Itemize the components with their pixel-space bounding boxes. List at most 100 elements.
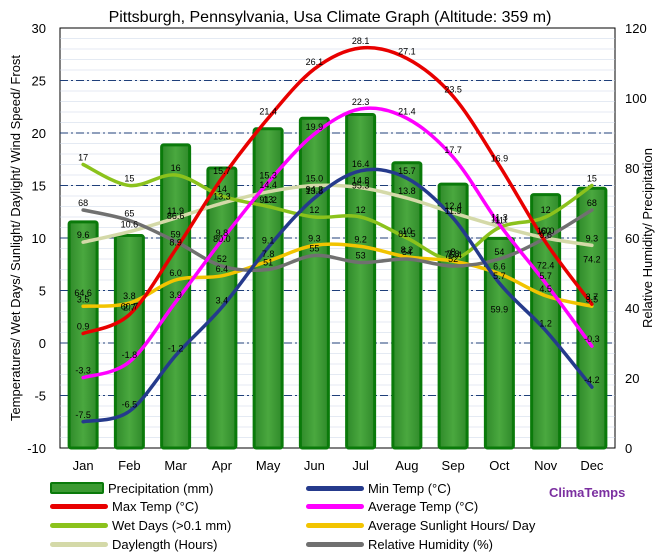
data-label: 19.9 [306, 122, 324, 132]
data-label: 6.0 [169, 268, 182, 278]
right-axis-ticks: 0 20 40 60 80 100 120 [625, 21, 647, 456]
data-label: 3.5 [586, 294, 599, 304]
legend-swatch [306, 503, 364, 509]
legend-item-min-temp: Min Temp (°C) [306, 478, 451, 498]
data-label: 72.4 [537, 261, 555, 271]
precipitation-bar [345, 112, 377, 450]
legend-item-sunlight: Average Sunlight Hours/ Day [306, 515, 535, 535]
data-label: 53 [356, 251, 366, 261]
right-tick-label: 100 [625, 91, 647, 106]
data-label: 5.7 [493, 271, 506, 281]
data-label: 11.9 [167, 206, 184, 216]
legend-label: Average Sunlight Hours/ Day [368, 517, 536, 533]
series-lines [81, 45, 594, 424]
data-label: -0.3 [584, 334, 600, 344]
data-label: 8.2 [401, 245, 414, 255]
legend-label: Daylength (Hours) [112, 536, 218, 552]
x-tick-label: Sep [442, 458, 465, 473]
data-label: 21.4 [259, 106, 277, 116]
data-label: 13.8 [398, 186, 416, 196]
data-label: 9.2 [354, 234, 367, 244]
data-label: 5.7 [539, 271, 552, 281]
data-label: 68 [78, 198, 88, 208]
data-label: 9.1 [262, 235, 275, 245]
legend-item-average-temp: Average Temp (°C) [306, 496, 478, 516]
data-label: 4.5 [539, 284, 552, 294]
left-tick-label: 30 [32, 21, 46, 36]
right-tick-label: 40 [625, 301, 639, 316]
data-label: 28.1 [352, 36, 370, 46]
data-label: 59.9 [491, 304, 509, 314]
left-tick-label: -10 [27, 441, 46, 456]
right-tick-label: 20 [625, 371, 639, 386]
data-label: 11.1 [491, 214, 508, 224]
precipitation-bar [298, 116, 330, 450]
left-axis-ticks: -10 -5 0 5 10 15 20 25 30 [27, 21, 46, 456]
series-line [81, 242, 594, 308]
data-label: 10 [402, 226, 412, 236]
data-label: 65 [124, 209, 134, 219]
data-label: -1.8 [122, 350, 138, 360]
data-label: 15 [124, 174, 134, 184]
precipitation-bar [437, 182, 469, 450]
data-labels: 64.660.786.680.091.294.2 95.381.575.459.9… [74, 36, 600, 420]
precipitation-bar [391, 161, 423, 450]
data-label: 26.1 [306, 57, 324, 67]
precipitation-bar [530, 193, 562, 450]
data-label: 68 [587, 198, 597, 208]
left-tick-label: 0 [39, 336, 46, 351]
data-label: 86.6 [167, 211, 185, 221]
x-tick-label: Jan [73, 458, 94, 473]
data-label: 9.8 [216, 228, 229, 238]
data-label: 21.4 [398, 106, 416, 116]
data-label: -3.3 [75, 366, 91, 376]
data-label: 12.4 [444, 201, 462, 211]
right-tick-label: 80 [625, 161, 639, 176]
data-label: -1.2 [168, 344, 184, 354]
data-label: 60 [541, 226, 551, 236]
data-label: -4.2 [584, 375, 600, 385]
data-label: 16.4 [352, 159, 370, 169]
data-label: -7.5 [75, 410, 91, 420]
legend-item-humidity: Relative Humidity (%) [306, 534, 493, 554]
left-tick-label: 20 [32, 126, 46, 141]
legend: Precipitation (mm) Min Temp (°C) Max Tem… [0, 476, 661, 558]
data-label: 0.9 [77, 322, 90, 332]
data-label: 13 [263, 195, 273, 205]
series-line [81, 106, 594, 380]
x-tick-label: Oct [489, 458, 510, 473]
legend-label: Relative Humidity (%) [368, 536, 493, 552]
data-label: 60.7 [121, 302, 139, 312]
x-tick-label: Aug [395, 458, 418, 473]
x-axis-ticks: Jan Feb Mar Apr May Jun Jul Aug Sep Oct Nov Dec [73, 458, 604, 473]
data-label: 12 [309, 205, 319, 215]
precipitation-bar [113, 234, 145, 450]
data-label: 10.0 [537, 226, 555, 236]
data-label: 11.9 [445, 206, 462, 216]
data-label: 51 [263, 258, 273, 268]
left-tick-label: 5 [39, 284, 46, 299]
data-label: 55 [309, 244, 319, 254]
data-label: 15.7 [213, 166, 231, 176]
left-axis-label: Temperatures/ Wet Days/ Sunlight/ Daylig… [8, 55, 23, 421]
precipitation-bar [576, 186, 608, 450]
data-label: 95.3 [352, 180, 370, 190]
chart-title: Pittsburgh, Pennsylvania, Usa Climate Gr… [109, 9, 552, 26]
legend-item-precipitation: Precipitation (mm) [50, 478, 213, 498]
x-tick-label: Nov [534, 458, 558, 473]
left-tick-label: 25 [32, 74, 46, 89]
x-tick-label: May [256, 458, 281, 473]
data-label: 12 [541, 205, 551, 215]
right-tick-label: 60 [625, 231, 639, 246]
legend-swatch [50, 482, 104, 494]
series-line [81, 45, 594, 336]
right-axis-label: Relative Humidity/ Precipitation [640, 148, 655, 328]
data-label: 11 [495, 216, 504, 226]
series-line [81, 208, 594, 273]
legend-label: Wet Days (>0.1 mm) [112, 517, 232, 533]
x-tick-label: Mar [164, 458, 187, 473]
data-label: 3.4 [216, 295, 229, 305]
data-label: 75.4 [444, 250, 462, 260]
data-label: 27.1 [398, 46, 416, 56]
data-label: 74.2 [583, 254, 601, 264]
